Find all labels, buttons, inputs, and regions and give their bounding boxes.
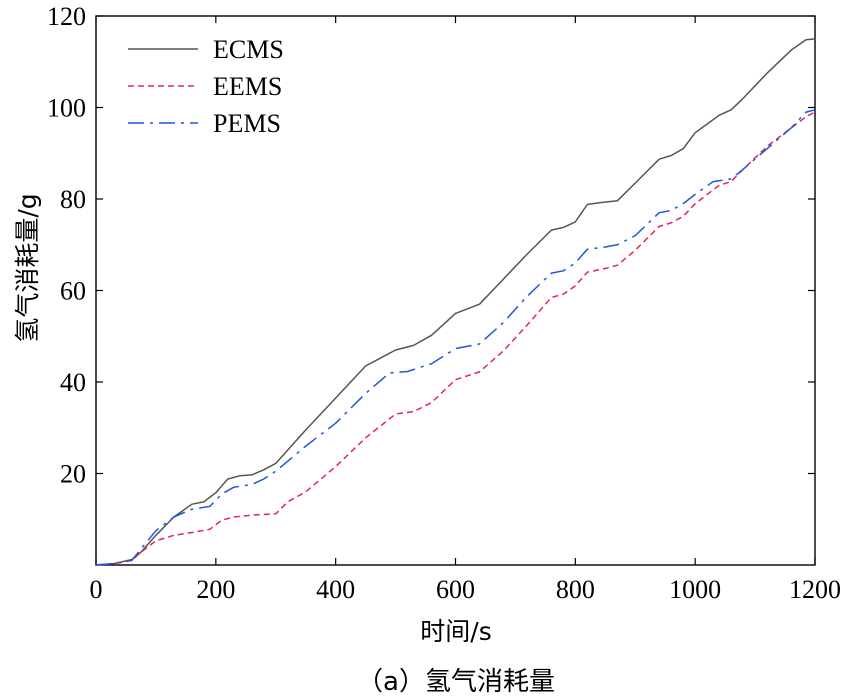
- y-tick-label: 20: [60, 460, 86, 489]
- x-tick-label: 800: [556, 575, 595, 604]
- x-tick-label: 0: [90, 575, 103, 604]
- plot-area-frame: [95, 15, 816, 566]
- y-tick-label: 100: [47, 94, 86, 123]
- x-axis-label: 时间/s: [420, 617, 491, 646]
- legend-label-pems: PEMS: [213, 109, 281, 138]
- series-lines: [95, 38, 816, 566]
- series-line-ecms: [95, 38, 816, 566]
- legend-label-ecms: ECMS: [213, 35, 284, 64]
- series-line-eems: [95, 111, 816, 566]
- series-line-pems: [95, 109, 816, 566]
- axis-ticks: [95, 15, 816, 565]
- legend: ECMS EEMS PEMS: [128, 35, 284, 138]
- y-tick-labels: 20 40 60 80 100 120: [47, 2, 86, 489]
- y-tick-label: 40: [60, 368, 86, 397]
- y-axis-label: 氢气消耗量/g: [13, 193, 42, 342]
- x-tick-label: 1000: [669, 575, 721, 604]
- y-tick-label: 120: [47, 2, 86, 31]
- x-tick-label: 200: [196, 575, 235, 604]
- x-tick-label: 400: [316, 575, 355, 604]
- y-tick-label: 60: [60, 277, 86, 306]
- x-tick-label: 600: [436, 575, 475, 604]
- figure-caption: （a）氢气消耗量: [357, 667, 555, 697]
- y-tick-label: 80: [60, 185, 86, 214]
- legend-label-eems: EEMS: [213, 72, 282, 101]
- x-tick-labels: 0 200 400 600 800 1000 1200: [90, 575, 842, 604]
- x-tick-label: 1200: [789, 575, 841, 604]
